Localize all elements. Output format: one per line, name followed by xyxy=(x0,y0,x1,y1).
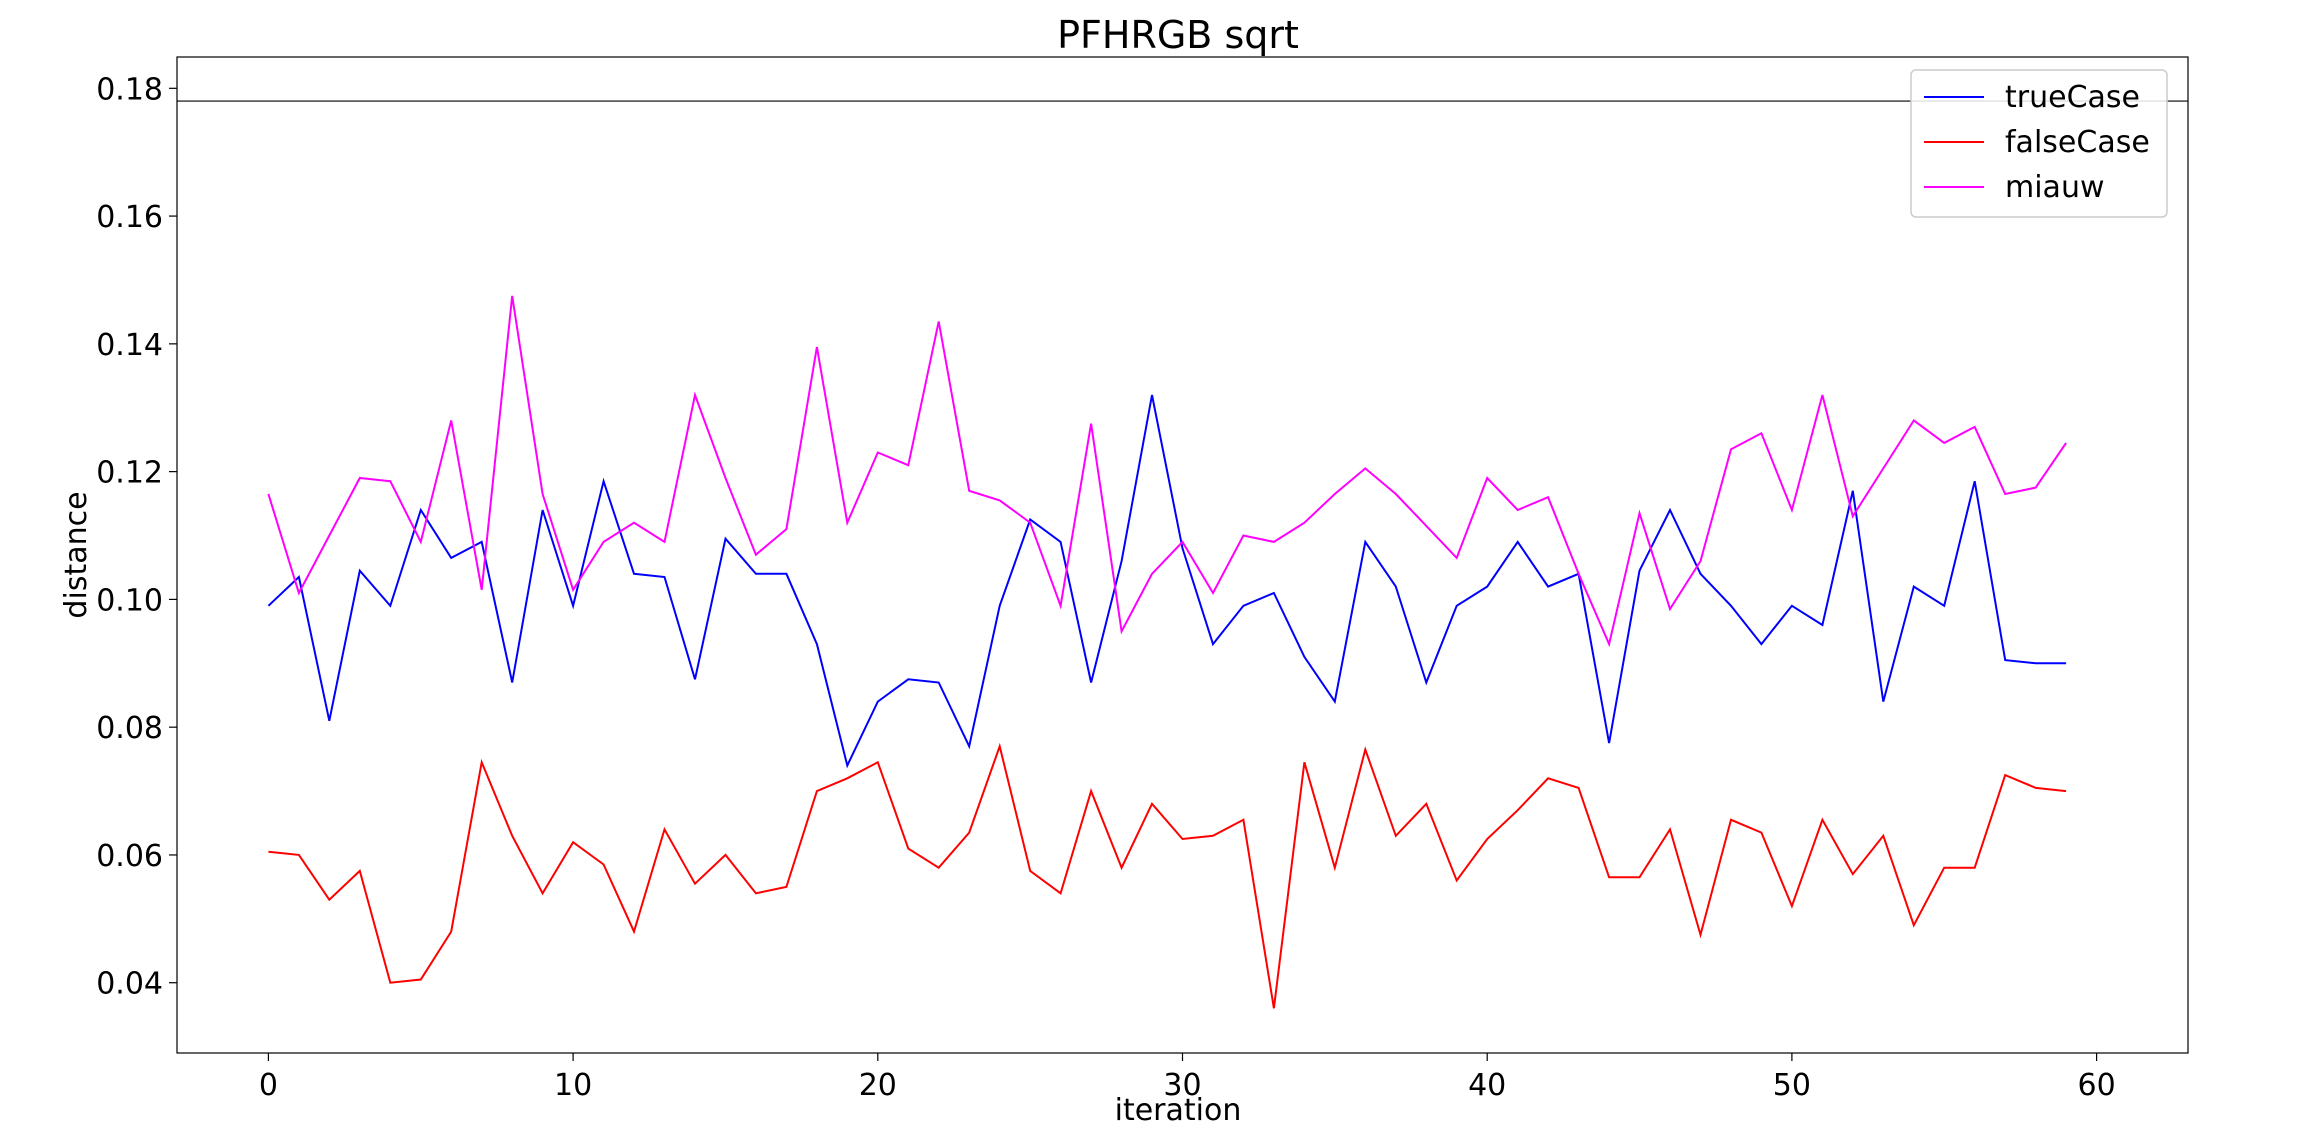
y-tick-label: 0.12 xyxy=(96,456,163,491)
series-line-trueCase xyxy=(267,394,2067,769)
y-tick-label: 0.04 xyxy=(96,967,163,1002)
x-tick-label: 60 xyxy=(2077,1068,2115,1103)
x-tick-label: 10 xyxy=(554,1068,592,1103)
x-axis: 0 10 20 30 40 50 60 xyxy=(259,1053,2116,1103)
y-tick-label: 0.16 xyxy=(96,200,163,235)
series-line-miauw xyxy=(267,295,2067,648)
y-tick-label: 0.10 xyxy=(96,583,163,618)
legend-label-falseCase: falseCase xyxy=(2005,125,2150,160)
chart-title: PFHRGB sqrt xyxy=(1057,13,1299,57)
x-axis-label: iteration xyxy=(1115,1093,1242,1128)
legend-box xyxy=(1910,69,2168,218)
y-axis: 0.04 0.06 0.08 0.10 0.12 0.14 0.16 0.18 xyxy=(96,72,177,1002)
x-tick-label: 20 xyxy=(859,1068,897,1103)
plot-area xyxy=(176,56,2189,1054)
y-tick-label: 0.18 xyxy=(96,72,163,107)
series-line-falseCase xyxy=(268,742,2067,1009)
x-tick-label: 0 xyxy=(259,1068,278,1103)
y-tick-label: 0.14 xyxy=(96,328,163,363)
legend-label-miauw: miauw xyxy=(2005,170,2105,205)
y-tick-label: 0.06 xyxy=(96,839,163,874)
x-tick-label: 30 xyxy=(1163,1068,1201,1103)
y-tick-label: 0.08 xyxy=(96,711,163,746)
legend: trueCase falseCase miauw xyxy=(1910,69,2168,218)
legend-label-trueCase: trueCase xyxy=(2005,80,2140,115)
x-tick-label: 40 xyxy=(1468,1068,1506,1103)
y-axis-label: distance xyxy=(59,491,94,618)
x-tick-label: 50 xyxy=(1773,1068,1811,1103)
